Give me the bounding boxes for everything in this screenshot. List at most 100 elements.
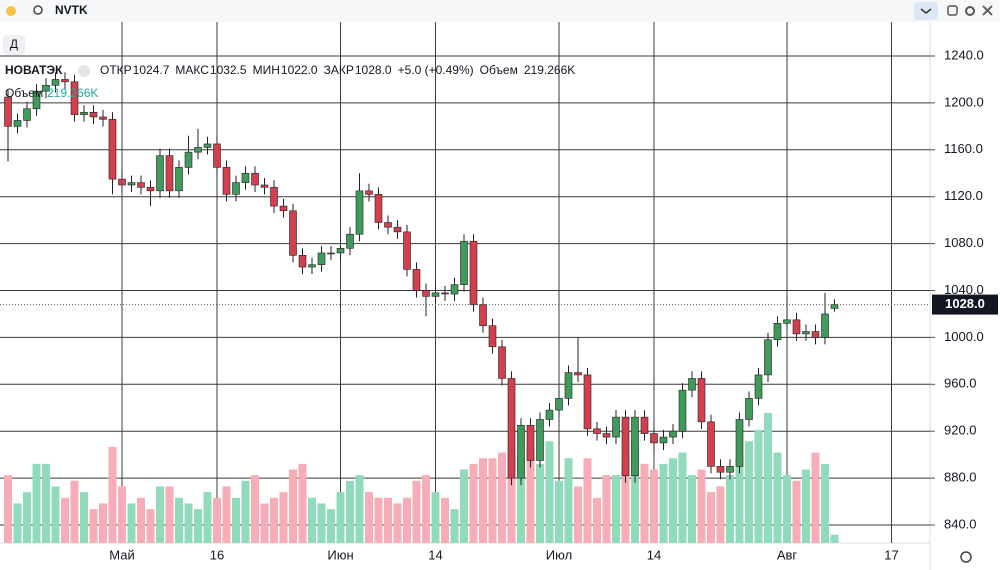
x-tick-label: Май (109, 547, 134, 562)
candle-body (175, 167, 183, 192)
candle-body (764, 339, 772, 376)
search-icon[interactable] (33, 5, 43, 15)
y-tick-label: 1040.0 (944, 282, 984, 297)
legend-item: ОТКР (100, 63, 132, 77)
volume-bar (536, 463, 544, 543)
volume-bar (156, 486, 164, 543)
x-tick-label: 14 (428, 547, 442, 562)
candle-body (688, 378, 696, 391)
candle-body (156, 155, 164, 192)
candle-body (821, 313, 829, 338)
window-dot[interactable] (6, 6, 16, 16)
legend-item: +5.0 (+0.49%) (398, 63, 474, 77)
candle-body (384, 222, 392, 228)
volume-bar (4, 475, 12, 543)
candle-body (184, 151, 193, 168)
legend-item: 1024.7 (133, 63, 170, 77)
candle-body (783, 319, 791, 324)
volume-bar (583, 458, 592, 543)
last-price-label: 1028.0 (945, 296, 985, 311)
candle-body (165, 155, 174, 192)
volume-bar (203, 492, 212, 543)
volume-bar (260, 503, 269, 543)
candle-body (669, 430, 677, 438)
candle-body (754, 374, 763, 399)
y-tick-label: 1160.0 (944, 141, 983, 156)
volume-bar (23, 492, 31, 543)
volume-bar (194, 509, 202, 543)
symbol-search[interactable]: NVTK (55, 3, 88, 17)
volume-bar (365, 492, 373, 543)
volume-bar (555, 480, 563, 543)
candle-body (517, 425, 525, 479)
candle-body (355, 190, 364, 235)
volume-label: Объем (5, 86, 43, 100)
candle-body (460, 240, 468, 285)
candle-body (374, 194, 383, 223)
candle-body (811, 331, 820, 338)
volume-bar (678, 452, 687, 543)
legend-toggle[interactable] (78, 65, 90, 77)
candle-body (260, 184, 269, 188)
scale-settings[interactable] (960, 551, 972, 563)
legend-item: 1022.0 (281, 63, 318, 77)
candle-body (450, 284, 459, 295)
candle-body (650, 433, 658, 444)
candle-body (621, 416, 630, 477)
volume-bar (602, 475, 611, 543)
candle-body (80, 111, 88, 115)
interval-label[interactable]: Д (10, 37, 18, 51)
volume-bar (374, 497, 383, 543)
volume-bar (127, 503, 136, 543)
candle-body (270, 187, 278, 207)
candle-body (707, 421, 715, 467)
candle-body (393, 226, 402, 233)
volume-bar (298, 463, 307, 543)
volume-bar (783, 475, 791, 543)
candle-body (89, 111, 98, 118)
volume-bar (802, 469, 810, 543)
volume-bar (479, 458, 487, 543)
candle-body (631, 416, 639, 477)
candle-body (99, 116, 107, 120)
candle-body (773, 323, 782, 341)
candle-body (745, 398, 753, 420)
candle-body (346, 233, 354, 249)
volume-bar (811, 452, 820, 543)
candle-body (602, 433, 611, 438)
settings-button[interactable] (965, 6, 975, 16)
volume-bar (279, 492, 288, 543)
candle-body (640, 416, 649, 434)
y-tick-label: 1200.0 (944, 94, 984, 109)
volume-bar (688, 475, 696, 543)
candle-body (213, 143, 221, 168)
volume-bar (146, 509, 155, 543)
volume-bar (51, 486, 60, 543)
close-button[interactable] (982, 5, 993, 16)
dropdown[interactable] (914, 2, 938, 20)
volume-bar (289, 469, 297, 543)
volume-bar (80, 492, 88, 543)
top-bar (0, 0, 1000, 22)
candle-body (593, 428, 601, 434)
candle-body (555, 398, 563, 411)
candle-body (697, 378, 706, 423)
y-tick-label: 1120.0 (944, 188, 983, 203)
volume-bar (735, 458, 744, 543)
candle-body (289, 210, 297, 256)
candle-body (792, 319, 801, 335)
volume-bar (422, 475, 430, 543)
window-button[interactable] (947, 5, 958, 16)
candle-body (564, 372, 573, 399)
dropdown-arrow (920, 8, 932, 14)
candle-body (118, 178, 126, 186)
volume-bar (612, 475, 620, 543)
volume-bar (745, 441, 753, 543)
candle-body (308, 264, 316, 268)
y-tick-label: 920.0 (944, 423, 977, 438)
interval-button[interactable] (3, 35, 25, 55)
legend-item: 1032.5 (210, 63, 247, 77)
volume-bar (431, 492, 440, 543)
candle-body (545, 409, 554, 420)
volume-bar (241, 480, 250, 543)
